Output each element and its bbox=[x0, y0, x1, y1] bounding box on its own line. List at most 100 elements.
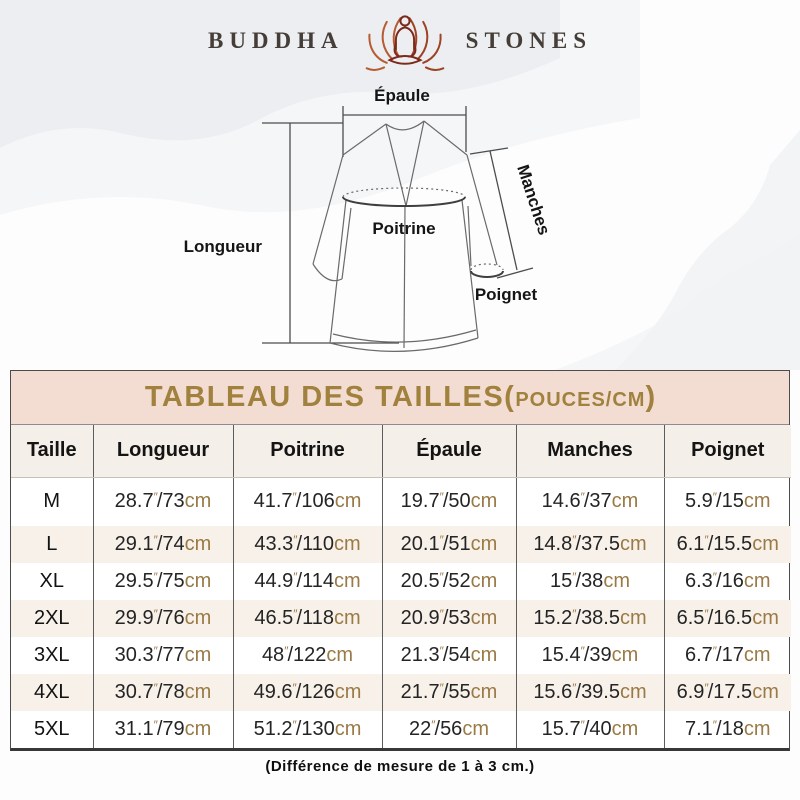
measurement-cell: 43.3″/110cm bbox=[232, 526, 382, 563]
column-header-longueur: Longueur bbox=[92, 425, 233, 478]
cm-label: cm bbox=[470, 533, 498, 555]
cm-label: cm bbox=[184, 570, 212, 592]
lotus-logo-icon bbox=[365, 15, 444, 71]
cm-value: 74 bbox=[162, 533, 185, 555]
column-header-poignet: Poignet bbox=[663, 425, 791, 478]
inches-value: 51.2 bbox=[253, 718, 293, 740]
brand-name-right: STONES bbox=[465, 28, 593, 53]
inch-mark: ″ bbox=[712, 570, 717, 584]
slash: / bbox=[156, 570, 163, 592]
inches-value: 15.6 bbox=[533, 681, 573, 703]
cm-value: 130 bbox=[301, 718, 335, 740]
inch-mark: ″ bbox=[439, 644, 444, 658]
table-row: XL 29.5″/75cm 44.9″/114cm 20.5″/52cm 15″/38c… bbox=[11, 563, 791, 600]
cm-value: 50 bbox=[448, 490, 471, 513]
cm-label: cm bbox=[326, 644, 354, 666]
inch-mark: ″ bbox=[439, 570, 444, 584]
table-row: 3XL 30.3″/77cm 48″/122cm 21.3″/54cm 15.4″/39… bbox=[11, 637, 791, 674]
cm-label: cm bbox=[620, 533, 647, 555]
slash: / bbox=[583, 490, 590, 513]
cm-label: cm bbox=[184, 490, 212, 513]
table-title-unit: POUCES/CM bbox=[515, 389, 646, 411]
slash: / bbox=[296, 533, 303, 555]
column-header-taille: Taille bbox=[11, 425, 93, 478]
cm-value: 126 bbox=[301, 681, 335, 703]
slash: / bbox=[156, 718, 163, 740]
cm-value: 55 bbox=[448, 681, 471, 703]
cm-value: 54 bbox=[448, 644, 471, 666]
inches-value: 44.9 bbox=[254, 570, 294, 592]
cm-label: cm bbox=[470, 570, 498, 592]
inch-mark: ″ bbox=[293, 533, 297, 547]
inch-mark: ″ bbox=[580, 644, 585, 658]
slash: / bbox=[707, 533, 714, 555]
inches-value: 20.1 bbox=[400, 533, 440, 555]
measurement-cell: 48″/122cm bbox=[232, 637, 382, 674]
inch-mark: ″ bbox=[153, 533, 158, 547]
cm-label: cm bbox=[334, 718, 362, 740]
inches-value: 29.5 bbox=[114, 570, 154, 592]
cm-value: 53 bbox=[448, 607, 471, 629]
slash: / bbox=[716, 490, 722, 513]
cm-label: cm bbox=[743, 718, 771, 740]
inch-mark: ″ bbox=[572, 570, 576, 584]
cm-label: cm bbox=[184, 681, 212, 703]
slash: / bbox=[442, 644, 449, 666]
measurement-cell: 14.8″/37.5cm bbox=[515, 526, 664, 563]
cm-value: 18 bbox=[721, 718, 744, 740]
measurement-footnote: (Différence de mesure de 1 à 3 cm.) bbox=[265, 758, 535, 775]
inches-value: 48 bbox=[261, 644, 285, 666]
cm-label: cm bbox=[752, 681, 779, 703]
inch-mark: ″ bbox=[572, 533, 576, 547]
cm-value: 38.5 bbox=[581, 607, 620, 629]
cm-value: 39.5 bbox=[581, 681, 620, 703]
cm-value: 73 bbox=[162, 490, 185, 513]
size-cell: 5XL bbox=[33, 718, 70, 740]
measurement-cell: 46.5″/118cm bbox=[232, 600, 382, 637]
inch-mark: ″ bbox=[153, 490, 158, 505]
inch-mark: ″ bbox=[292, 490, 297, 505]
cm-value: 17.5 bbox=[713, 681, 753, 703]
measurement-cell: 28.7″/73cm bbox=[92, 477, 233, 526]
measurement-cell: 41.7″/106cm bbox=[232, 477, 382, 526]
cm-value: 106 bbox=[301, 490, 335, 513]
header-row: Taille Longueur Poitrine Épaule Manches … bbox=[11, 425, 791, 478]
cm-label: cm bbox=[743, 490, 771, 513]
measurement-cell: 29.1″/74cm bbox=[92, 526, 233, 563]
slash: / bbox=[707, 681, 714, 703]
cm-value: 40 bbox=[589, 718, 612, 740]
measurement-cell: 6.9″/17.5cm bbox=[663, 674, 791, 711]
inches-value: 20.9 bbox=[400, 607, 440, 629]
inch-mark: ″ bbox=[153, 570, 158, 584]
slash: / bbox=[583, 718, 590, 740]
slash: / bbox=[156, 644, 163, 666]
measurement-cell: 15.4″/39cm bbox=[515, 637, 664, 674]
measurement-cell: 15.6″/39.5cm bbox=[515, 674, 664, 711]
cm-value: 75 bbox=[162, 570, 185, 592]
inches-value: 6.3 bbox=[684, 570, 713, 592]
cm-label: cm bbox=[611, 644, 639, 666]
table-row: L 29.1″/74cm 43.3″/110cm 20.1″/51cm 14.8″/37… bbox=[11, 526, 791, 563]
cm-value: 38 bbox=[581, 570, 604, 592]
inch-mark: ″ bbox=[431, 718, 435, 732]
measurement-cell: 6.5″/16.5cm bbox=[663, 600, 791, 637]
cm-label: cm bbox=[743, 644, 771, 666]
inch-mark: ″ bbox=[704, 607, 708, 621]
inches-value: 29.9 bbox=[114, 607, 154, 629]
inches-value: 15.2 bbox=[533, 607, 573, 629]
cm-value: 17 bbox=[721, 644, 744, 666]
size-cell: XL bbox=[39, 570, 64, 592]
measurement-cell: 29.5″/75cm bbox=[92, 563, 233, 600]
inch-mark: ″ bbox=[153, 644, 158, 658]
inches-value: 15 bbox=[550, 570, 573, 592]
cm-value: 51 bbox=[448, 533, 471, 555]
cm-label: cm bbox=[184, 533, 212, 555]
table-title: TABLEAU DES TAILLES( POUCES/CM ) bbox=[11, 371, 789, 425]
size-table: TABLEAU DES TAILLES( POUCES/CM ) Taille … bbox=[10, 370, 791, 751]
slash: / bbox=[575, 607, 582, 629]
cm-value: 16.5 bbox=[713, 607, 753, 629]
slash: / bbox=[295, 718, 302, 740]
cm-value: 56 bbox=[440, 718, 463, 740]
measurement-cell: 14.6″/37cm bbox=[515, 477, 664, 526]
slash: / bbox=[707, 607, 714, 629]
